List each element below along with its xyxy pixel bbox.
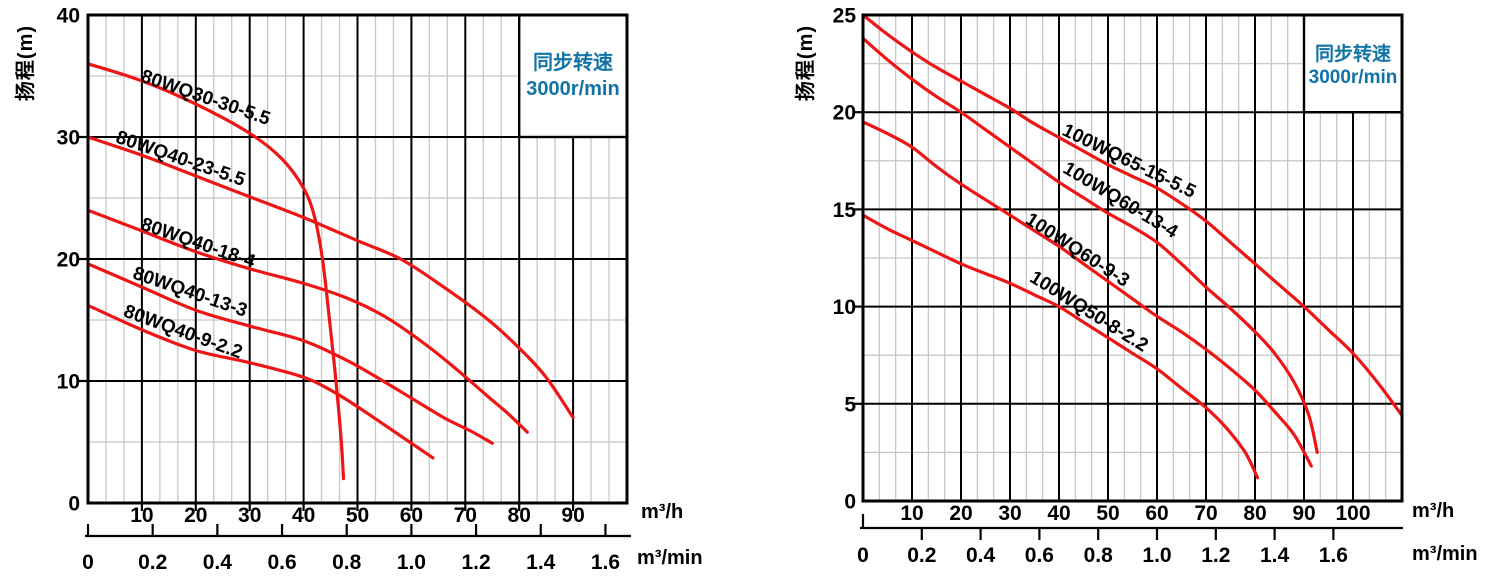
x-tick-label: 50 <box>1096 502 1119 525</box>
x2-tick-label: 0.2 <box>907 544 936 567</box>
y-tick-label: 15 <box>833 199 857 222</box>
left-legend-line2: 3000r/min <box>526 78 620 100</box>
y-tick-label: 0 <box>844 491 856 514</box>
x-tick-label: 10 <box>130 504 153 527</box>
x-tick-label: 60 <box>1145 502 1168 525</box>
x-tick-label: 80 <box>508 504 531 527</box>
x-tick-label: 90 <box>561 504 584 527</box>
x2-tick-label: 0.6 <box>267 551 296 574</box>
x2-tick-label: 0.4 <box>966 544 996 567</box>
x-tick-label: 60 <box>400 504 423 527</box>
pump-curve <box>86 303 435 460</box>
x-tick-label: 20 <box>949 502 972 525</box>
x2-tick-label: 1.4 <box>526 551 556 574</box>
pump-curve <box>86 135 575 420</box>
x-tick-label: 90 <box>1292 502 1315 525</box>
y-tick-label: 30 <box>57 127 80 150</box>
x2-tick-label: 0.6 <box>1025 544 1054 567</box>
y-tick-label: 10 <box>833 296 856 319</box>
plot-border <box>861 13 1404 503</box>
left-x-unit-m3min: m³/min <box>637 547 703 569</box>
right-legend-line2: 3000r/min <box>1308 67 1398 88</box>
x2-tick-label: 0 <box>82 551 94 574</box>
x2-tick-label: 0.4 <box>203 551 233 574</box>
y-tick-label: 20 <box>833 102 856 125</box>
x2-tick-label: 1.6 <box>591 551 620 574</box>
legend-box <box>1302 13 1404 114</box>
x-tick-label: 100 <box>1335 502 1370 525</box>
x2-tick-label: 1.0 <box>397 551 426 574</box>
left-legend-line1: 同步转速 <box>533 52 613 74</box>
x-tick-label: 70 <box>1194 502 1217 525</box>
x2-tick-label: 0 <box>857 544 869 567</box>
left-legend: 同步转速 3000r/min <box>519 50 627 102</box>
x2-tick-label: 1.4 <box>1260 544 1290 567</box>
right-legend-line1: 同步转速 <box>1314 44 1391 65</box>
y-tick-label: 0 <box>68 493 80 516</box>
x2-tick-label: 0.8 <box>332 551 362 574</box>
x-tick-label: 30 <box>238 504 261 527</box>
right-legend: 同步转速 3000r/min <box>1304 43 1402 89</box>
x2-tick-label: 1.0 <box>1142 544 1171 567</box>
pump-curve <box>861 213 1260 480</box>
x2-tick-label: 0.8 <box>1084 544 1114 567</box>
right-x-unit-m3h: m³/h <box>1412 500 1455 522</box>
x-tick-label: 50 <box>346 504 369 527</box>
left-x-unit-m3h: m³/h <box>641 501 684 523</box>
y-tick-label: 25 <box>833 5 857 28</box>
x-tick-label: 70 <box>454 504 477 527</box>
x2-tick-label: 1.6 <box>1319 544 1348 567</box>
x-tick-label: 40 <box>1047 502 1070 525</box>
x-tick-label: 40 <box>292 504 315 527</box>
pump-curve <box>861 36 1319 454</box>
x2-tick-label: 0.2 <box>138 551 167 574</box>
pump-curve <box>86 262 494 445</box>
x2-tick-label: 1.2 <box>461 551 490 574</box>
legend-box <box>518 13 629 139</box>
x-tick-label: 80 <box>1243 502 1266 525</box>
x2-tick-label: 1.2 <box>1201 544 1230 567</box>
pump-curve <box>861 120 1313 468</box>
x-tick-label: 20 <box>184 504 207 527</box>
pump-curve <box>86 62 346 481</box>
pump-curve <box>861 13 1404 418</box>
right-x-unit-m3min: m³/min <box>1412 543 1478 565</box>
pump-curve <box>86 208 529 434</box>
y-tick-label: 40 <box>57 5 80 28</box>
left-y-axis-title: 扬程(m) <box>15 24 37 102</box>
y-tick-label: 10 <box>57 371 80 394</box>
y-tick-label: 5 <box>844 393 856 416</box>
x-tick-label: 30 <box>998 502 1021 525</box>
right-y-axis-title: 扬程(m) <box>795 24 817 102</box>
x-tick-label: 10 <box>900 502 923 525</box>
y-tick-label: 20 <box>57 249 80 272</box>
